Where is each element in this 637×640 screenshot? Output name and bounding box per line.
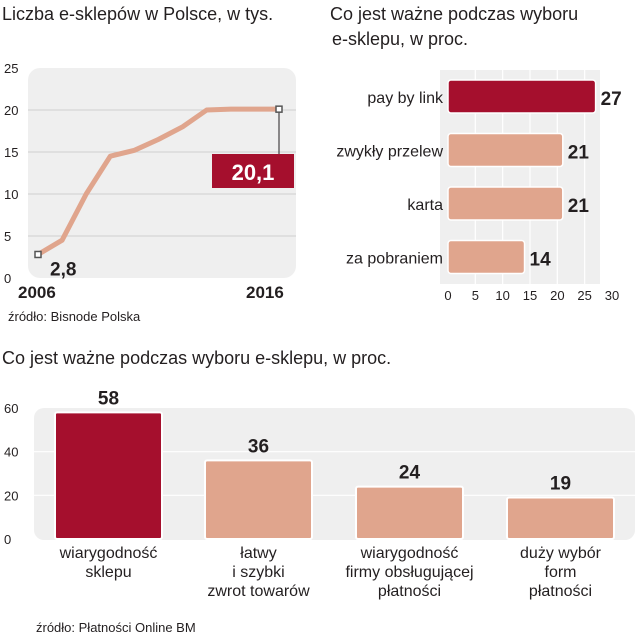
category-label-karta: karta	[407, 197, 443, 214]
payment-methods-chart: Co jest ważne podczas wyboru e-sklepu, w…	[330, 4, 622, 303]
x-tick-25: 25	[577, 288, 591, 303]
bar-karta	[447, 186, 564, 221]
bar-criterion-1	[54, 411, 163, 540]
y-tick-20: 20	[4, 488, 18, 503]
category-label-criterion-4-line-1: duży wybór	[520, 545, 602, 562]
category-label-criterion-3-line-1: wiarygodność	[360, 545, 459, 562]
value-label-criterion-3: 24	[399, 463, 421, 484]
criteria-chart-title: Co jest ważne podczas wyboru e-sklepu, w…	[2, 348, 391, 368]
category-label-pay-by-link: pay by link	[367, 90, 444, 107]
bar-zwykły-przelew	[447, 132, 564, 168]
payment-chart-title-line1: Co jest ważne podczas wyboru	[330, 4, 578, 24]
bar-criterion-4	[506, 496, 615, 540]
start-value-label: 2,8	[50, 259, 76, 280]
x-tick-20: 20	[550, 288, 564, 303]
value-label-za-pobraniem: 14	[530, 250, 552, 271]
y-tick-0: 0	[4, 271, 11, 286]
x-tick-10: 10	[495, 288, 509, 303]
end-value-badge	[212, 154, 294, 188]
category-label-criterion-2-line-3: zwrot towarów	[207, 583, 310, 600]
line-series-e-shops	[35, 106, 282, 257]
bar-pay-by-link	[447, 79, 597, 114]
category-label-criterion-1-line-1: wiarygodność	[59, 545, 158, 562]
category-label-criterion-3-line-3: płatności	[378, 583, 441, 600]
end-value-label: 20,1	[232, 160, 275, 185]
selection-criteria-chart: Co jest ważne podczas wyboru e-sklepu, w…	[2, 348, 635, 635]
value-label-criterion-2: 36	[248, 436, 269, 457]
category-label-criterion-1-line-2: sklepu	[85, 564, 131, 581]
y-tick-15: 15	[4, 145, 18, 160]
x-label-2016: 2016	[246, 283, 284, 302]
value-label-criterion-4: 19	[550, 474, 571, 495]
x-tick-5: 5	[472, 288, 479, 303]
line-chart-panel	[28, 68, 296, 278]
y-tick-10: 10	[4, 187, 18, 202]
x-label-2006: 2006	[18, 283, 56, 302]
y-tick-40: 40	[4, 445, 18, 460]
category-label-criterion-4-line-3: płatności	[529, 583, 592, 600]
criteria-chart-panel	[34, 408, 635, 540]
y-tick-0: 0	[4, 532, 11, 547]
bar-criterion-3	[355, 485, 464, 541]
criteria-chart-source: źródło: Płatności Online BM	[36, 620, 196, 635]
line-chart-source: źródło: Bisnode Polska	[8, 309, 141, 324]
payment-chart-title-line2: e-sklepu, w proc.	[332, 29, 468, 49]
start-point-marker	[34, 250, 42, 259]
value-label-zwykły-przelew: 21	[568, 143, 590, 164]
y-tick-25: 25	[4, 61, 18, 76]
category-label-criterion-2-line-1: łatwy	[240, 545, 276, 562]
category-label-criterion-4-line-2: form	[545, 564, 577, 581]
bar-za-pobraniem	[447, 239, 526, 275]
x-tick-15: 15	[523, 288, 537, 303]
line-chart: Liczba e-sklepów w Polsce, w tys. 0 5 10 15…	[2, 4, 296, 324]
x-tick-30: 30	[605, 288, 619, 303]
category-label-zwykły-przelew: zwykły przelew	[336, 144, 443, 161]
bar-criterion-2	[204, 459, 313, 540]
end-point-marker	[275, 105, 283, 113]
x-tick-0: 0	[444, 288, 451, 303]
y-tick-20: 20	[4, 103, 18, 118]
category-label-za-pobraniem: za pobraniem	[346, 251, 443, 268]
category-label-criterion-2-line-2: i szybki	[232, 564, 284, 581]
line-chart-title: Liczba e-sklepów w Polsce, w tys.	[2, 4, 273, 24]
value-label-karta: 21	[568, 196, 590, 217]
value-label-pay-by-link: 27	[601, 89, 622, 110]
category-label-criterion-3-line-2: firmy obsługującej	[345, 564, 473, 581]
value-label-criterion-1: 58	[98, 388, 119, 409]
y-tick-60: 60	[4, 401, 18, 416]
y-tick-5: 5	[4, 229, 11, 244]
